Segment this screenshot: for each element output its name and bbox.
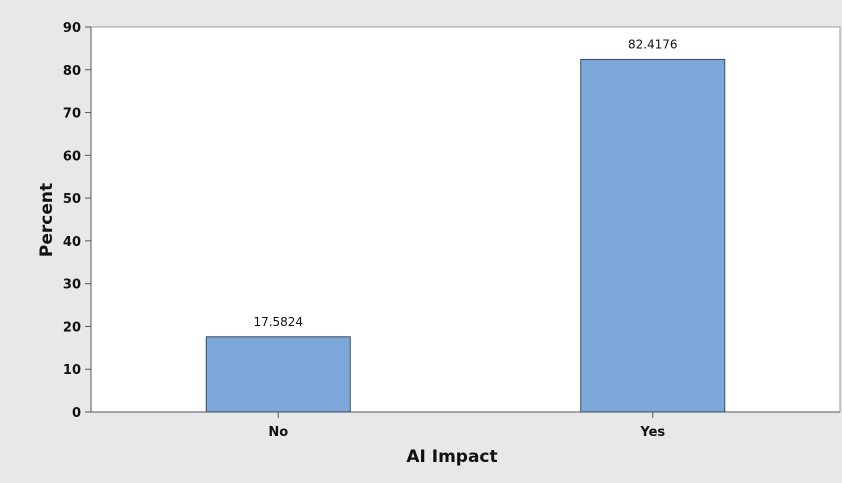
y-tick-label: 50 [63,192,81,207]
y-tick-label: 0 [72,406,81,421]
y-tick-label: 40 [63,235,81,250]
y-tick-label: 70 [63,107,81,122]
y-tick-label: 60 [63,149,81,164]
bar-no [205,336,351,413]
plot-area [90,26,841,413]
y-tick-label: 90 [63,21,81,36]
bars-group [205,58,726,413]
y-tick-label: 30 [63,278,81,293]
x-axis-title: AI Impact [406,447,497,467]
y-tick-label: 20 [63,320,81,335]
x-tick-label: No [268,425,288,440]
y-tick-label: 80 [63,64,81,79]
y-axis-title: Percent [37,183,57,257]
data-labels-group: 17.5824 82.4176 [253,37,677,328]
bar-yes [580,58,726,413]
data-label: 82.4176 [628,37,678,51]
x-tick-label: Yes [639,425,665,440]
y-tick-label: 10 [63,363,81,378]
y-axis: 0 10 20 30 40 50 60 70 80 90 [63,21,92,421]
data-label: 17.5824 [253,315,303,329]
